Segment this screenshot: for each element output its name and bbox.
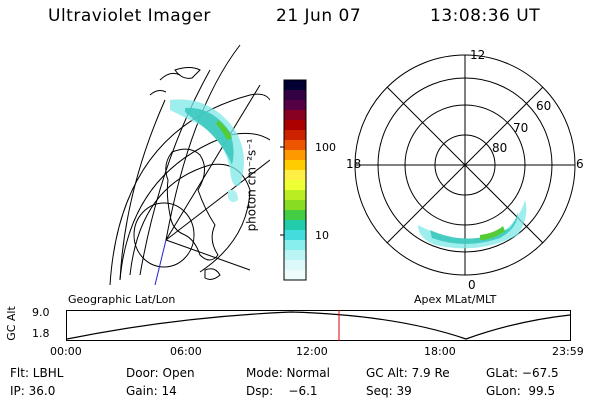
meridian-line bbox=[165, 239, 251, 271]
timeline-x-tick: 18:00 bbox=[424, 345, 456, 358]
timeline-x-tick: 23:59 bbox=[552, 345, 584, 358]
colorbar-tick-10: 10 bbox=[315, 229, 329, 242]
colorbar-cell bbox=[284, 160, 306, 171]
altitude-timeline bbox=[66, 310, 571, 341]
polar-label-left: 18 bbox=[346, 157, 362, 171]
colorbar-cell bbox=[284, 90, 306, 101]
status-mode: Mode: Normal bbox=[246, 366, 330, 380]
meridian-line bbox=[165, 159, 270, 241]
colorbar-cell bbox=[284, 120, 306, 131]
latitude-circle bbox=[119, 132, 270, 281]
pole-circle bbox=[133, 202, 195, 268]
meridian-line bbox=[165, 44, 241, 241]
altitude-curve bbox=[66, 311, 571, 340]
date-label: 21 Jun 07 bbox=[276, 6, 362, 26]
colorbar-cell bbox=[284, 210, 306, 221]
status-gc-alt: GC Alt: 7.9 Re bbox=[366, 366, 450, 380]
lat-label-70: 70 bbox=[513, 121, 529, 135]
polar-plot bbox=[354, 54, 576, 276]
colorbar-cell bbox=[284, 270, 306, 281]
meridian-line bbox=[165, 84, 261, 241]
lat-label-60: 60 bbox=[536, 99, 552, 113]
polar-label-right: 6 bbox=[576, 157, 584, 171]
colorbar-cell bbox=[284, 220, 306, 231]
colorbar-cell bbox=[284, 140, 306, 151]
colorbar-cell bbox=[284, 100, 306, 111]
meridian-line bbox=[139, 69, 211, 276]
timeline-y-label: GC Alt bbox=[4, 306, 18, 341]
lat-label-80: 80 bbox=[492, 141, 508, 155]
colorbar-cell bbox=[284, 130, 306, 141]
colorbar-cell bbox=[284, 230, 306, 241]
coastline bbox=[174, 67, 201, 79]
timeline-y-tick-max: 9.0 bbox=[32, 306, 50, 319]
coastline bbox=[165, 148, 219, 261]
colorbar-cell bbox=[284, 190, 306, 201]
app-title: Ultraviolet Imager bbox=[48, 6, 211, 26]
timeline-y-tick-min: 1.8 bbox=[32, 327, 50, 340]
geographic-latlon-label: Geographic Lat/Lon bbox=[68, 293, 176, 306]
status-glon: GLon: 99.5 bbox=[486, 384, 556, 398]
status-dsp: Dsp: −6.1 bbox=[246, 384, 318, 398]
status-filter: Flt: LBHL bbox=[10, 366, 64, 380]
timeline-x-tick: 12:00 bbox=[296, 345, 328, 358]
apex-mlat-mlt-label: Apex MLat/MLT bbox=[414, 293, 497, 306]
colorbar-cell bbox=[284, 200, 306, 211]
sun-direction-line bbox=[154, 239, 167, 286]
colorbar-cell bbox=[284, 260, 306, 271]
colorbar-cell bbox=[284, 80, 306, 91]
status-glat: GLat: −67.5 bbox=[486, 366, 559, 380]
geographic-map bbox=[109, 44, 270, 286]
meridian-line bbox=[119, 99, 166, 281]
polar-label-top: 12 bbox=[470, 48, 486, 62]
mlt-line bbox=[386, 86, 544, 244]
colorbar-cell bbox=[284, 180, 306, 191]
status-gain: Gain: 14 bbox=[126, 384, 177, 398]
aurora-emission-geographic bbox=[170, 99, 244, 203]
color-bar bbox=[280, 79, 307, 281]
timeline-x-tick: 06:00 bbox=[170, 345, 202, 358]
coastline bbox=[204, 268, 221, 280]
colorbar-cell bbox=[284, 250, 306, 261]
status-seq: Seq: 39 bbox=[366, 384, 412, 398]
colorbar-tick-100: 100 bbox=[315, 141, 336, 154]
colorbar-cell bbox=[284, 110, 306, 121]
status-door: Door: Open bbox=[126, 366, 195, 380]
colorbar-unit-label: photon cm⁻²s⁻¹ bbox=[244, 138, 259, 232]
colorbar-cell bbox=[284, 150, 306, 161]
colorbar-cell bbox=[284, 170, 306, 181]
coastline bbox=[149, 72, 181, 96]
aurora-oval bbox=[418, 200, 527, 249]
time-label: 13:08:36 UT bbox=[430, 6, 541, 26]
colorbar-cell bbox=[284, 240, 306, 251]
polar-label-bottom: 0 bbox=[468, 278, 476, 292]
timeline-x-tick: 00:00 bbox=[50, 345, 82, 358]
status-ip: IP: 36.0 bbox=[10, 384, 56, 398]
